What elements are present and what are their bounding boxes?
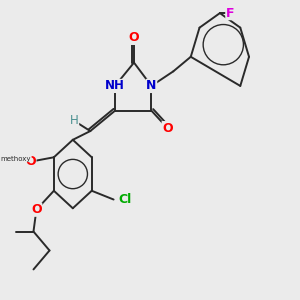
Text: H: H [70, 114, 79, 128]
Text: F: F [226, 7, 234, 20]
Text: NH: NH [105, 80, 125, 92]
Text: O: O [25, 155, 36, 168]
Text: methoxy: methoxy [1, 156, 31, 162]
Text: O: O [129, 32, 139, 44]
Text: O: O [31, 203, 42, 216]
Text: O: O [162, 122, 173, 135]
Text: Cl: Cl [118, 193, 131, 206]
Text: N: N [146, 80, 157, 92]
